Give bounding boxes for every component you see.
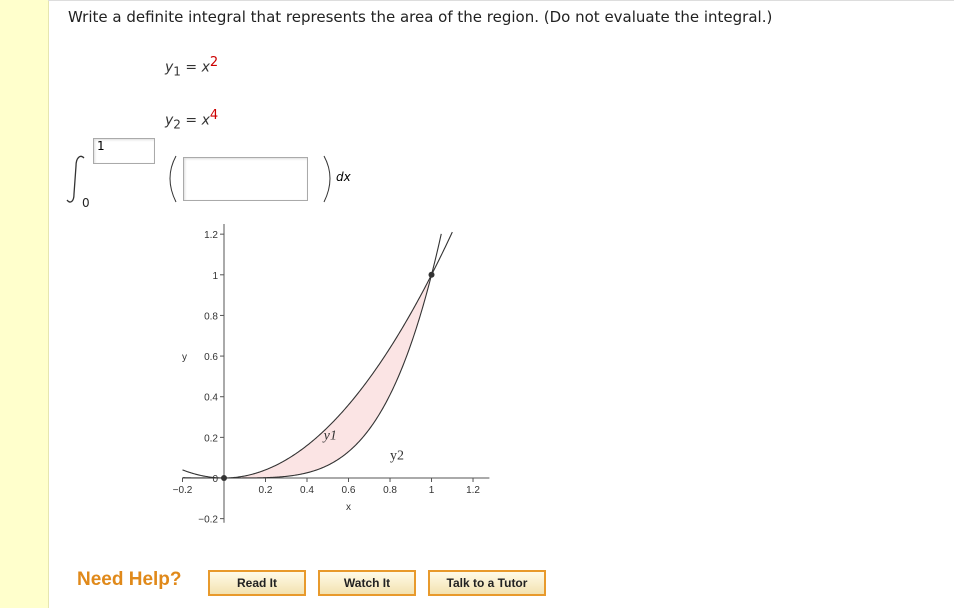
integral-sign	[66, 155, 85, 203]
top-border	[48, 0, 954, 1]
eq-lhs: y	[165, 59, 174, 76]
upper-limit: 1	[97, 139, 105, 153]
x-tick-label: 0.4	[300, 485, 314, 496]
x-axis-label: x	[346, 502, 351, 513]
curve-label: y2	[390, 449, 404, 464]
help-title: Need Help?	[77, 569, 182, 590]
y-axis-label: y	[182, 352, 187, 363]
eq-rhs: x	[201, 59, 210, 76]
intersection-point	[221, 474, 228, 481]
eq-rhs: x	[201, 112, 210, 129]
eq-lhs: y	[165, 112, 174, 129]
eq-sign: =	[185, 112, 198, 129]
x-tick-label: 0.6	[342, 485, 356, 496]
eq-sub: 2	[173, 117, 181, 132]
intersection-point	[428, 271, 435, 278]
y-tick-label: 1	[212, 271, 218, 282]
x-tick-label: 1	[429, 485, 435, 496]
graph: −0.2 0.2 0.4 0.6 0.8 1 1.2 −0.2 0 0.2 0.4 0.6 0.8 1 1.…	[173, 224, 490, 526]
x-tick-label: 0.2	[259, 485, 273, 496]
answer-input[interactable]	[183, 157, 308, 201]
eq-exp: 2	[209, 55, 219, 70]
differential: dx	[336, 170, 351, 184]
side-strip	[0, 0, 49, 608]
parentheses	[169, 155, 331, 203]
y-tick-label: −0.2	[198, 515, 218, 526]
equation: y2 = x4	[165, 108, 218, 131]
y-tick-label: 0	[212, 474, 218, 485]
x-tick-label: −0.2	[173, 485, 193, 496]
equation: y1 = x2	[165, 55, 218, 78]
x-tick-label: 0.8	[383, 485, 397, 496]
upper-limit-input[interactable]: 1	[93, 138, 155, 164]
eq-sub: 1	[173, 64, 181, 79]
shaded-region	[224, 274, 432, 478]
lower-limit: 0	[82, 196, 90, 210]
tutor-button[interactable]: Talk to a Tutor	[428, 570, 546, 596]
y-tick-label: 0.2	[204, 433, 218, 444]
y-tick-label: 0.8	[204, 311, 218, 322]
question: Write a definite integral that represent…	[68, 8, 773, 26]
y-tick-label: 1.2	[204, 230, 218, 241]
x-tick-label: 1.2	[466, 485, 480, 496]
eq-sign: =	[185, 59, 198, 76]
y-tick-label: 0.4	[204, 393, 218, 404]
read-it-button[interactable]: Read It	[208, 570, 306, 596]
curve-label: y1	[322, 428, 337, 443]
eq-exp: 4	[209, 108, 219, 123]
watch-it-button[interactable]: Watch It	[318, 570, 416, 596]
y-tick-label: 0.6	[204, 352, 218, 363]
